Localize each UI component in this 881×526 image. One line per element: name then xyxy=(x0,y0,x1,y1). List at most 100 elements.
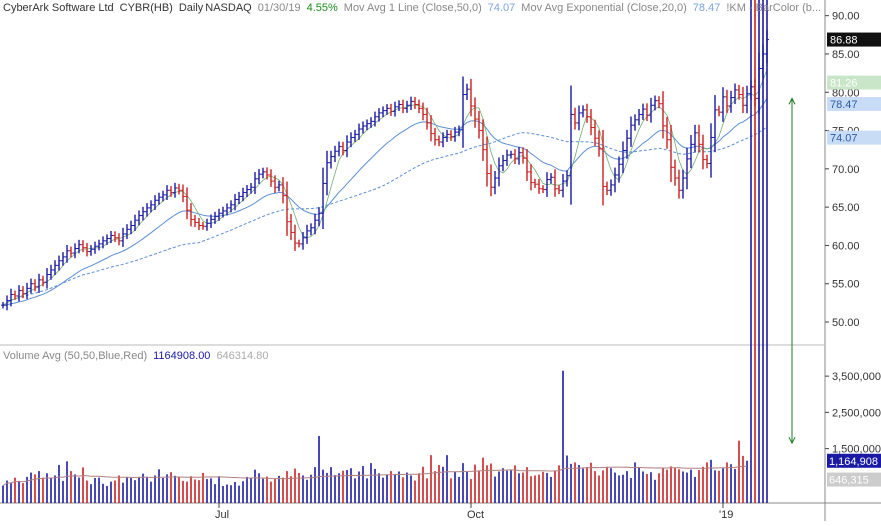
y-tick-label: 90.00 xyxy=(832,11,860,23)
price-bar xyxy=(553,169,557,197)
price-bar xyxy=(161,190,165,202)
price-bar xyxy=(729,90,733,113)
price-bar xyxy=(609,179,613,196)
price-bar xyxy=(57,255,61,271)
volume-badge: 1,164,908 xyxy=(827,453,881,468)
annotation-arrow-head-up xyxy=(788,97,796,105)
price-bar xyxy=(561,174,565,198)
price-bar xyxy=(697,124,701,153)
price-bar xyxy=(221,206,225,218)
price-bar xyxy=(573,107,577,130)
y-tick-label: 60.00 xyxy=(832,240,860,252)
price-badge-text: 74.07 xyxy=(830,133,858,145)
price-bar xyxy=(625,129,629,159)
price-bar xyxy=(545,172,549,197)
price-badge-text: 86.88 xyxy=(830,35,858,47)
chart-header: CyberArk Software Ltd CYBR(HB) Daily NASDAQ… xyxy=(3,2,827,14)
price-badge-bg xyxy=(827,75,881,90)
price-bar xyxy=(473,97,477,128)
volume-badge-text: 646,315 xyxy=(829,475,869,487)
price-bar xyxy=(689,135,693,169)
price-bar xyxy=(437,135,441,147)
price-bar xyxy=(213,211,217,224)
price-bar xyxy=(717,105,721,117)
price-bar xyxy=(409,96,413,111)
price-bar xyxy=(185,187,189,220)
price-bar xyxy=(77,239,81,254)
price-bar xyxy=(737,84,741,100)
price-bar xyxy=(29,278,33,294)
price-bar xyxy=(517,146,521,165)
price-bar xyxy=(325,150,329,196)
price-bar xyxy=(125,224,129,240)
price-bar xyxy=(173,182,177,198)
price-bar xyxy=(153,195,157,210)
price-bar xyxy=(257,169,261,184)
price-bar xyxy=(241,187,245,202)
price-bar xyxy=(81,240,85,253)
price-bar xyxy=(201,221,205,230)
y-tick-label: 70.00 xyxy=(832,164,860,176)
price-bar xyxy=(709,123,713,178)
price-bar xyxy=(393,101,397,117)
price-bar xyxy=(365,119,369,131)
price-badge-text: 81.26 xyxy=(830,78,858,90)
price-bar xyxy=(721,87,725,122)
volume-tick-label: 1,500,000 xyxy=(832,444,881,456)
price-bar xyxy=(413,96,417,110)
price-bar xyxy=(713,95,717,153)
price-bar xyxy=(293,224,297,251)
volume-tick-label: 2,500,000 xyxy=(832,407,881,419)
price-bar xyxy=(157,192,161,205)
price-bar xyxy=(205,218,209,231)
price-bar xyxy=(357,123,361,140)
price-bar xyxy=(73,243,77,259)
price-bar xyxy=(1,301,5,309)
price-bar xyxy=(533,178,537,189)
price-bar xyxy=(513,149,517,165)
price-bar xyxy=(97,239,101,251)
price-bar xyxy=(277,180,281,192)
price-badge-bg xyxy=(827,96,881,111)
price-bar xyxy=(629,116,633,147)
price-bar xyxy=(645,103,649,122)
volume-tick-label: 3,500,000 xyxy=(832,371,881,383)
volume-value-2: 646314.80 xyxy=(216,350,269,362)
price-bar xyxy=(301,231,305,250)
price-bar xyxy=(497,157,501,187)
price-bar xyxy=(401,99,405,114)
price-badge: 74.07 xyxy=(827,130,881,145)
price-bar xyxy=(249,183,253,194)
sma-50-line xyxy=(2,126,768,306)
price-bar xyxy=(197,217,201,231)
price-bar xyxy=(529,164,533,191)
price-bar xyxy=(557,184,561,195)
price-bar xyxy=(489,164,493,197)
price-bar xyxy=(653,95,657,111)
price-badge-text: 78.47 xyxy=(830,99,858,111)
price-bar xyxy=(25,282,29,300)
price-bar xyxy=(21,286,25,299)
price-bar xyxy=(309,223,313,236)
price-bar xyxy=(593,119,597,146)
price-bar xyxy=(405,100,409,113)
price-bar xyxy=(225,203,229,216)
price-bar xyxy=(565,170,569,187)
price-bar xyxy=(17,285,21,302)
exchange-label: NASDAQ xyxy=(205,2,252,14)
price-bar xyxy=(117,233,121,246)
price-bar xyxy=(601,129,605,206)
price-bar xyxy=(657,96,661,109)
volume-badge: 646,315 xyxy=(827,472,881,487)
sma-value: 74.07 xyxy=(487,2,516,14)
price-bar xyxy=(421,102,425,121)
sma-label: Mov Avg 1 Line (Close,50,0) xyxy=(343,2,482,14)
price-bar xyxy=(141,206,145,221)
price-bar xyxy=(669,124,673,183)
price-badge-bg xyxy=(827,32,881,47)
price-bar xyxy=(41,275,45,287)
volume-header: Volume Avg (50,50,Blue,Red) 1164908.00 646… xyxy=(3,350,274,362)
price-bar xyxy=(61,252,65,266)
price-bar xyxy=(353,129,357,142)
